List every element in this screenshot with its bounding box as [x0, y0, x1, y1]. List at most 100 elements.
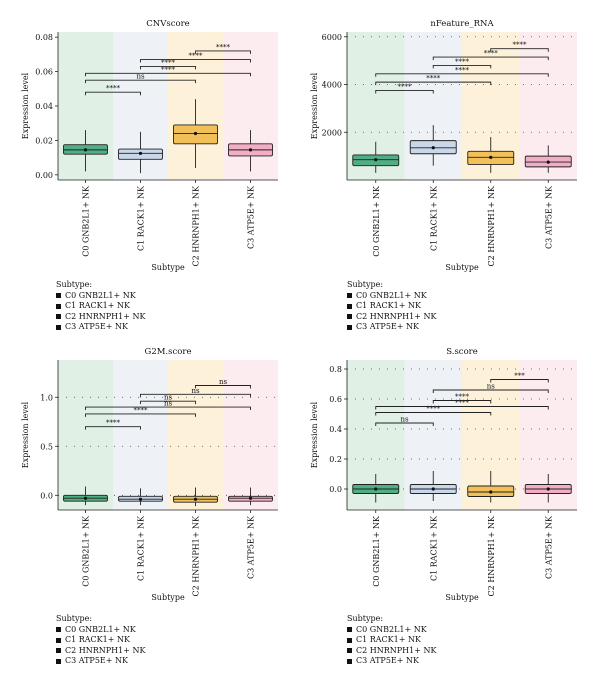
y-tick-label: 0.2 — [329, 455, 342, 464]
legend-item: C0 GNB2L1+ NK — [56, 625, 145, 636]
box-mean-point — [248, 148, 253, 152]
box-mean-point — [431, 487, 435, 491]
x-tick-label: C2 HNRNPH1+ NK — [192, 515, 201, 596]
legend-key — [56, 324, 61, 330]
legend-key — [56, 648, 61, 654]
chart-title: S.score — [446, 347, 478, 357]
y-axis-title: Expression level — [310, 401, 319, 468]
x-axis-title: Subtype — [445, 593, 479, 602]
legend-key — [347, 637, 352, 643]
legend-label: C2 HNRNPH1+ NK — [65, 645, 146, 655]
x-tick-label: C2 HNRNPH1+ NK — [487, 515, 496, 596]
significance-bracket — [195, 50, 251, 54]
significance-label: **** — [455, 58, 470, 66]
legend-label: C2 HNRNPH1+ NK — [356, 311, 437, 321]
x-tick-label: C1 RACK1+ NK — [429, 185, 438, 251]
x-tick-label: C3 ATP5E+ NK — [544, 185, 553, 249]
box-mean-point — [546, 160, 550, 164]
significance-label: **** — [134, 406, 149, 414]
significance-label: ns — [136, 73, 145, 81]
y-tick-label: 1.0 — [40, 393, 53, 402]
chart-title: G2M.score — [145, 347, 192, 357]
legend-label: C1 RACK1+ NK — [356, 635, 421, 644]
legend-key — [347, 324, 352, 330]
y-tick-label: 0.06 — [35, 68, 53, 77]
box-mean-point — [193, 131, 198, 136]
significance-bracket — [375, 81, 492, 86]
legend-key — [56, 658, 61, 664]
y-tick-label: 0.8 — [329, 365, 342, 374]
significance-bracket — [490, 379, 549, 383]
x-tick-label: C1 RACK1+ NK — [429, 515, 438, 581]
significance-bracket — [375, 90, 434, 94]
x-tick-label: C0 GNB2L1+ NK — [82, 185, 91, 257]
legend-nfeature: Subtype: C0 GNB2L1+ NK C1 RACK1+ NK C2 H… — [347, 280, 436, 333]
y-tick-label: 0.5 — [40, 442, 53, 451]
significance-label: **** — [189, 52, 204, 60]
significance-label: **** — [426, 405, 441, 413]
legend-key — [347, 293, 352, 299]
y-tick-label: 2000 — [322, 128, 342, 137]
legend-label: C2 HNRNPH1+ NK — [356, 645, 437, 655]
significance-bracket — [490, 48, 549, 52]
significance-bracket — [85, 406, 251, 411]
legend-title: Subtype: — [56, 280, 93, 289]
significance-label: **** — [455, 399, 470, 407]
significance-label: **** — [398, 83, 413, 91]
y-axis-title: Expression level — [310, 72, 319, 139]
significance-bracket — [85, 426, 141, 430]
legend-key — [347, 303, 352, 309]
x-tick-label: C3 ATP5E+ NK — [247, 185, 256, 249]
legend-item: C2 HNRNPH1+ NK — [347, 646, 436, 657]
y-tick-label: 0.02 — [35, 136, 53, 145]
box-mean-point — [193, 497, 198, 501]
y-tick-label: 0.0 — [329, 485, 342, 494]
significance-bracket — [85, 72, 251, 77]
legend-cnvscore: Subtype: C0 GNB2L1+ NK C1 RACK1+ NK C2 H… — [56, 280, 145, 333]
legend-label: C3 ATP5E+ NK — [356, 656, 419, 665]
legend-sscore: Subtype: C0 GNB2L1+ NK C1 RACK1+ NK C2 H… — [347, 614, 436, 667]
y-tick-label: 0.0 — [40, 491, 53, 500]
y-tick-label: 6000 — [322, 33, 342, 42]
significance-bracket — [375, 412, 492, 416]
box-mean-point — [489, 490, 493, 494]
legend-label: C0 GNB2L1+ NK — [356, 290, 427, 300]
legend-item: C2 HNRNPH1+ NK — [56, 646, 145, 657]
legend-key — [56, 637, 61, 643]
y-axis-title: Expression level — [21, 401, 30, 468]
subtype-band — [168, 360, 223, 510]
significance-label: ns — [219, 378, 228, 386]
subtype-band — [58, 360, 113, 510]
significance-bracket — [140, 400, 196, 405]
x-axis-title: Subtype — [151, 593, 185, 602]
significance-label: **** — [161, 59, 176, 67]
legend-item: C0 GNB2L1+ NK — [347, 291, 436, 302]
x-tick-label: C0 GNB2L1+ NK — [372, 515, 381, 587]
y-tick-label: 0.04 — [35, 102, 53, 111]
y-tick-label: 0.4 — [329, 425, 342, 434]
legend-label: C3 ATP5E+ NK — [356, 322, 419, 331]
x-tick-label: C1 RACK1+ NK — [137, 515, 146, 581]
significance-bracket — [140, 65, 196, 70]
significance-label: **** — [426, 75, 441, 83]
x-axis-title: Subtype — [445, 263, 479, 272]
legend-label: C2 HNRNPH1+ NK — [65, 311, 146, 321]
box-mean-point — [489, 155, 493, 159]
legend-item: C3 ATP5E+ NK — [347, 656, 436, 667]
legend-item: C1 RACK1+ NK — [56, 301, 145, 312]
significance-bracket — [140, 59, 251, 63]
box-mean-point — [138, 151, 143, 155]
legend-title: Subtype: — [347, 614, 384, 623]
legend-label: C1 RACK1+ NK — [65, 301, 130, 310]
legend-key — [347, 314, 352, 320]
y-tick-label: 0.6 — [329, 395, 342, 404]
significance-label: ns — [191, 387, 200, 395]
x-tick-label: C3 ATP5E+ NK — [247, 515, 256, 579]
significance-bracket — [375, 422, 434, 426]
significance-label: **** — [484, 50, 499, 58]
significance-bracket — [432, 56, 549, 61]
box-mean-point — [374, 158, 378, 162]
legend-key — [56, 303, 61, 309]
significance-bracket — [85, 91, 141, 96]
legend-label: C0 GNB2L1+ NK — [65, 624, 136, 634]
